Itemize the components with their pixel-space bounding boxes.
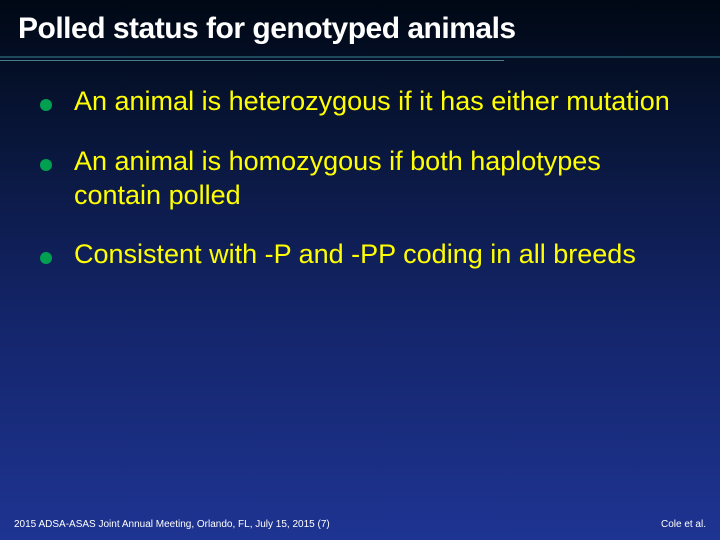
bullet-item: Consistent with -P and -PP coding in all… [10, 238, 690, 272]
slide-footer: 2015 ADSA-ASAS Joint Annual Meeting, Orl… [0, 519, 720, 530]
bullet-marker-icon [40, 99, 52, 111]
divider-line-2 [0, 60, 504, 61]
bullet-item: An animal is homozygous if both haplotyp… [10, 145, 690, 213]
footer-right-text: Cole et al. [661, 519, 706, 530]
slide-body: An animal is heterozygous if it has eith… [0, 63, 720, 272]
bullet-marker-icon [40, 159, 52, 171]
divider-line-1 [0, 56, 720, 58]
bullet-text: Consistent with -P and -PP coding in all… [74, 238, 636, 272]
bullet-marker-icon [40, 252, 52, 264]
slide-title: Polled status for genotyped animals [0, 0, 720, 56]
title-divider [0, 56, 720, 61]
footer-left-text: 2015 ADSA-ASAS Joint Annual Meeting, Orl… [14, 519, 330, 530]
bullet-item: An animal is heterozygous if it has eith… [10, 85, 690, 119]
bullet-text: An animal is heterozygous if it has eith… [74, 85, 670, 119]
bullet-text: An animal is homozygous if both haplotyp… [74, 145, 690, 213]
